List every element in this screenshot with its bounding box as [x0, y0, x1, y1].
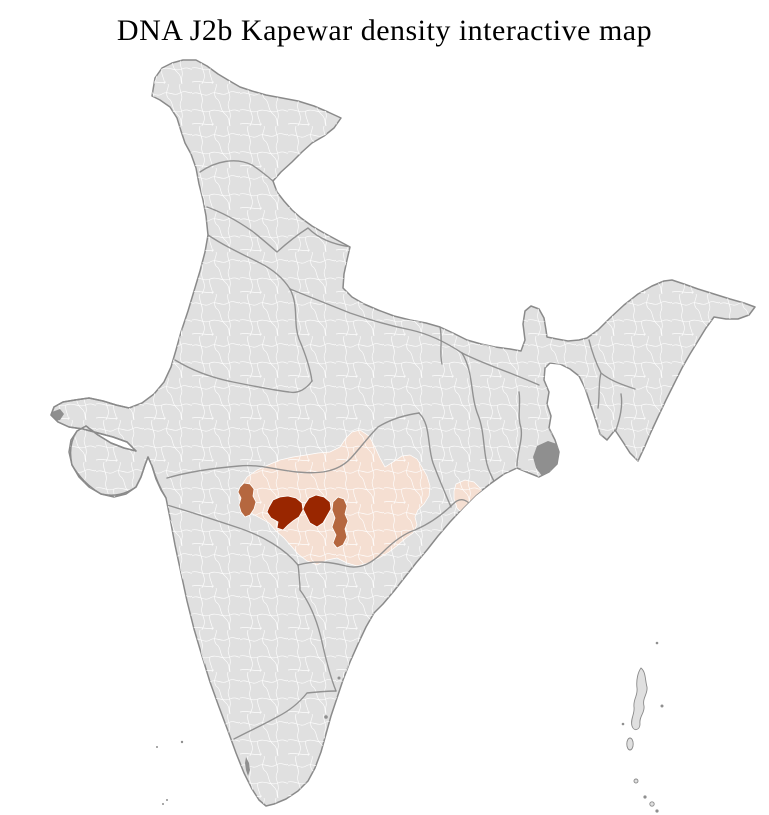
high-density-district-west[interactable] — [266, 495, 304, 531]
high-density-district-east[interactable] — [302, 494, 332, 528]
coastline — [50, 397, 167, 499]
medium-density-district-east[interactable] — [331, 496, 349, 549]
andaman-nicobar-islands — [621, 641, 664, 813]
chilika-lagoon — [468, 502, 479, 511]
pondicherry-mark — [324, 715, 328, 719]
state-borders — [166, 160, 636, 740]
kerala-backwaters — [245, 757, 250, 776]
district-border-mesh — [51, 60, 755, 806]
chennai-mark — [337, 676, 341, 680]
lakshadweep-islands — [156, 740, 184, 805]
map-title: DNA J2b Kapewar density interactive map — [116, 14, 653, 47]
medium-density-district-west[interactable] — [237, 482, 257, 518]
